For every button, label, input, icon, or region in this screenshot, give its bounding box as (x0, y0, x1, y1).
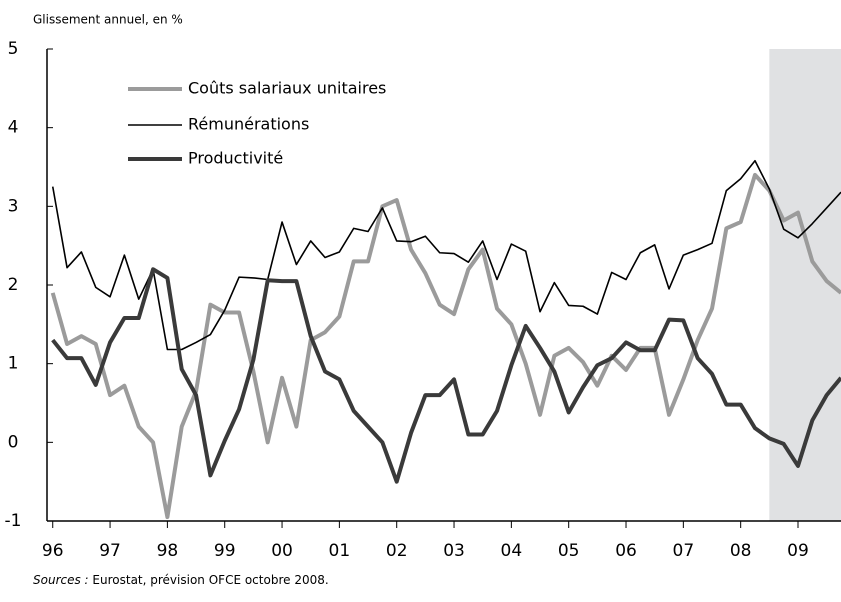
y-tick-label: -1 (5, 511, 22, 531)
x-tick-label: 07 (673, 541, 695, 561)
legend-label: Rémunérations (188, 115, 309, 134)
source-note: Sources : Eurostat, prévision OFCE octob… (33, 573, 329, 587)
series-line (51, 159, 841, 351)
source-text: Eurostat, prévision OFCE octobre 2008. (92, 573, 328, 587)
x-tick-label: 98 (157, 541, 179, 561)
y-tick-label: 3 (8, 196, 19, 216)
x-tick-label: 00 (271, 541, 293, 561)
y-tick-label: 4 (8, 118, 19, 138)
source-label: Sources : (33, 573, 89, 587)
y-tick-label: 5 (8, 39, 19, 59)
x-tick-label: 09 (787, 541, 809, 561)
x-tick-label: 96 (42, 541, 64, 561)
x-tick-label: 02 (386, 541, 408, 561)
series-line (50, 172, 841, 520)
series-line (51, 267, 841, 484)
x-tick-label: 97 (99, 541, 121, 561)
y-tick-label: 0 (8, 432, 19, 452)
x-tick-label: 06 (615, 541, 637, 561)
y-axis-label: Glissement annuel, en % (33, 13, 183, 27)
x-tick-label: 99 (214, 541, 236, 561)
x-tick-label: 01 (329, 541, 351, 561)
x-tick-label: 08 (730, 541, 752, 561)
x-tick-label: 03 (443, 541, 465, 561)
x-tick-label: 05 (558, 541, 580, 561)
legend-label: Coûts salariaux unitaires (188, 79, 386, 98)
y-tick-label: 1 (8, 354, 19, 374)
x-tick-label: 04 (501, 541, 523, 561)
legend-label: Productivité (188, 149, 283, 168)
y-tick-label: 2 (8, 275, 19, 295)
